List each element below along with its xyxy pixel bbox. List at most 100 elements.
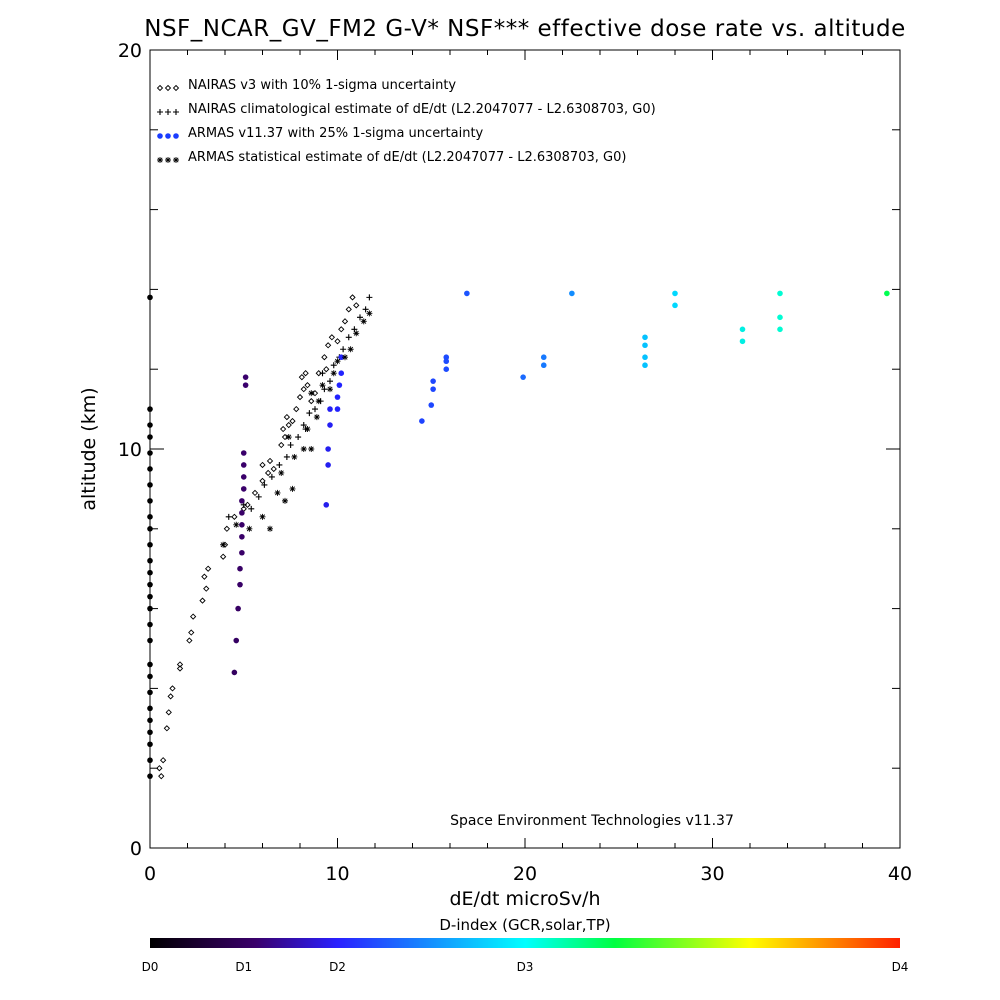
asterisk-point [308, 446, 315, 452]
dot-point [147, 498, 153, 504]
dot-point [239, 510, 245, 516]
diamond-point [264, 469, 272, 477]
plus-point [295, 434, 302, 441]
dot-point [147, 661, 153, 668]
dot-point [240, 474, 247, 480]
dot-point [672, 302, 678, 309]
x-tick-labels: 0 10 20 30 40 [144, 863, 912, 885]
diamond-point [199, 597, 206, 604]
diamond-point [266, 457, 274, 465]
dot-point [642, 334, 648, 341]
dot-point [325, 446, 331, 452]
dot-point [239, 522, 245, 528]
dot-point [240, 450, 247, 456]
series-asterisk [220, 310, 373, 548]
plus-point [345, 334, 352, 341]
dot-point [419, 418, 425, 424]
diamond-point [244, 501, 251, 508]
diamond-point [334, 338, 341, 345]
plus-point [283, 453, 290, 460]
asterisk-point [334, 358, 341, 365]
diamond-point [219, 553, 227, 560]
dot-point [777, 314, 783, 321]
dot-point [338, 370, 345, 376]
dot-point [540, 354, 547, 361]
dot-point [147, 514, 153, 520]
asterisk-point [259, 513, 266, 520]
diamond-point [279, 425, 287, 433]
y-tick-label: 20 [118, 40, 142, 62]
legend-entry: NAIRAS climatological estimate of dE/dt … [157, 102, 656, 117]
asterisk-point [327, 386, 333, 393]
plus-point [330, 362, 337, 369]
asterisk-point [353, 330, 360, 337]
series-plus [225, 294, 373, 520]
dot-point [884, 290, 890, 297]
dot-point [428, 402, 435, 408]
dot-point [147, 569, 153, 576]
legend-label: NAIRAS climatological estimate of dE/dt … [188, 102, 656, 117]
diamond-point [158, 773, 165, 780]
diamond-point [302, 370, 309, 377]
asterisk-point [267, 525, 273, 532]
diamond-point [345, 306, 352, 313]
diamond-point [189, 613, 197, 620]
plus-point [268, 473, 275, 480]
dot-point [327, 422, 333, 428]
plus-point [327, 378, 333, 385]
dot-point [327, 406, 333, 412]
plus-point [312, 406, 318, 413]
asterisk-point [342, 354, 348, 361]
colorbar-label: D0 [142, 960, 159, 974]
diamond-point [259, 477, 266, 485]
diamond-point [304, 382, 311, 389]
dot-point [147, 757, 153, 764]
asterisk-point [360, 318, 367, 325]
dot-point [239, 549, 245, 556]
dot-point [147, 705, 153, 712]
dot-point [443, 358, 450, 365]
diamond-point [300, 386, 307, 393]
plus-point [225, 513, 232, 520]
colorbar-label: D4 [892, 960, 909, 974]
dot-point [147, 689, 153, 696]
dot-point [147, 741, 153, 748]
diamond-point [163, 725, 171, 732]
plus-point [255, 493, 262, 500]
x-tick-label: 30 [700, 863, 724, 885]
dot-point [569, 290, 575, 297]
legend-marker-diamond [164, 84, 172, 92]
x-tick-label: 0 [144, 863, 156, 885]
diamond-point [167, 693, 174, 700]
dot-point [430, 386, 436, 392]
dot-point [334, 406, 341, 412]
dot-point [642, 362, 648, 369]
plus-point [276, 461, 283, 468]
dot-point [240, 462, 247, 468]
dot-point [336, 382, 343, 388]
diamond-point [308, 397, 315, 405]
dot-point [147, 466, 153, 472]
dot-point [777, 326, 783, 333]
diamond-point [315, 370, 322, 377]
y-tick-labels: 0 10 20 [118, 40, 142, 860]
data-points [147, 290, 890, 780]
diamond-point [323, 366, 330, 373]
dot-point [147, 729, 153, 736]
plus-point [306, 410, 313, 417]
plus-point [362, 306, 369, 313]
plus-point [300, 422, 307, 429]
dot-point [672, 290, 678, 297]
plus-point [340, 346, 347, 353]
asterisk-point [246, 525, 253, 532]
dot-point [240, 486, 247, 492]
dot-point [147, 422, 153, 428]
diamond-point [176, 665, 184, 672]
plus-point [287, 442, 294, 449]
asterisk-point [289, 485, 296, 492]
diamond-point [298, 374, 306, 381]
dot-point [739, 326, 746, 333]
diamond-point [156, 765, 163, 772]
dot-point [147, 637, 153, 644]
legend-marker-plus [157, 109, 163, 115]
